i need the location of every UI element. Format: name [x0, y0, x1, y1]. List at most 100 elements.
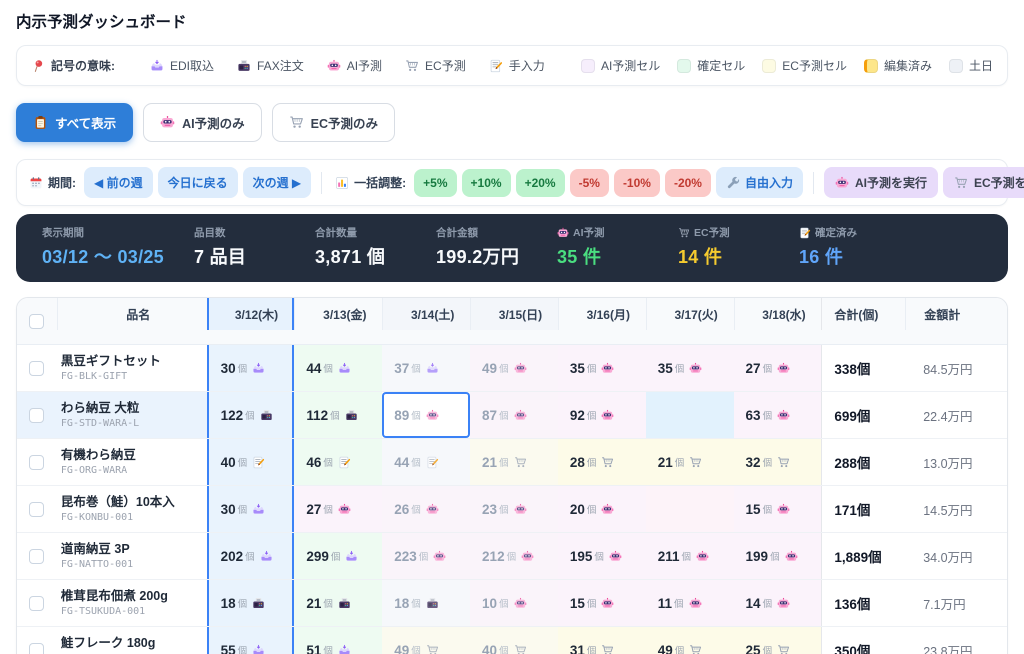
forecast-cell[interactable]: 27 個: [733, 345, 822, 391]
forecast-cell[interactable]: 87 個: [470, 392, 558, 438]
forecast-cell[interactable]: 51 個: [294, 627, 383, 654]
forecast-cell[interactable]: 15 個: [557, 580, 646, 626]
free-input-label: 自由入力: [744, 176, 793, 190]
toolbar: 期間: ◀ 前の週 今日に戻る 次の週 ▶ 一括調整: +5% +10% +20% -…: [16, 159, 1024, 206]
row-amount: 7.1万円: [923, 597, 966, 612]
forecast-cell[interactable]: 55 個: [206, 627, 295, 654]
forecast-cell[interactable]: 212 個: [470, 533, 558, 579]
run-ai-forecast-button[interactable]: AI予測を実行: [823, 167, 938, 198]
filter-ai-only-button[interactable]: AI予測のみ: [143, 103, 262, 142]
cell-value: 37: [394, 360, 410, 376]
forecast-cell[interactable]: 32 個: [733, 439, 822, 485]
adjust--5%-button[interactable]: -5%: [569, 168, 609, 197]
adjust-buttons: +5% +10% +20% -5% -10% -20%: [414, 168, 711, 197]
ai-icon: [327, 59, 341, 73]
forecast-cell[interactable]: 31 個: [557, 627, 646, 654]
forecast-cell[interactable]: 23 個: [470, 486, 558, 532]
forecast-cell[interactable]: 20 個: [557, 486, 646, 532]
cell-value: 30: [220, 501, 236, 517]
cell-value: 18: [394, 595, 410, 611]
cell-unit: 個: [237, 364, 248, 375]
forecast-cell[interactable]: 11 個: [645, 580, 734, 626]
forecast-cell[interactable]: 46 個: [294, 439, 383, 485]
forecast-cell[interactable]: 14 個: [733, 580, 822, 626]
select-all-checkbox[interactable]: [29, 313, 45, 329]
forecast-cell[interactable]: 25 個: [733, 627, 822, 654]
forecast-cell[interactable]: 21 個: [645, 439, 734, 485]
forecast-cell[interactable]: 49 個: [382, 627, 471, 654]
legend-sources: 記号の意味: EDI取込 FAX注文 AI予測 EC予測 手入力: [31, 57, 545, 74]
row-checkbox[interactable]: [29, 548, 45, 564]
forecast-cell[interactable]: 63 個: [733, 392, 822, 438]
forecast-cell[interactable]: 299 個: [294, 533, 383, 579]
free-input-button[interactable]: 自由入力: [715, 167, 803, 198]
forecast-cell[interactable]: 27 個: [294, 486, 383, 532]
row-total: 136個: [821, 580, 905, 626]
forecast-cell[interactable]: 37 個: [382, 345, 471, 391]
forecast-cell[interactable]: 40 個: [470, 627, 558, 654]
forecast-cell[interactable]: 40 個: [206, 439, 295, 485]
cell-unit: 個: [674, 458, 685, 469]
adjust--20%-button[interactable]: -20%: [664, 168, 711, 197]
product-name-cell: 有機わら納豆 FG-ORG-WARA: [57, 439, 207, 485]
forecast-cell[interactable]: 35 個: [645, 345, 734, 391]
forecast-cell[interactable]: 223 個: [382, 533, 471, 579]
forecast-cell[interactable]: 199 個: [733, 533, 822, 579]
forecast-cell[interactable]: 35 個: [557, 345, 646, 391]
forecast-cell[interactable]: 44 個: [382, 439, 471, 485]
row-checkbox[interactable]: [29, 595, 45, 611]
stat-ec-count: EC予測 14 件: [662, 225, 783, 269]
ec-cart-icon: [954, 176, 968, 190]
adjust-+10%-button[interactable]: +10%: [461, 168, 511, 197]
forecast-cell[interactable]: 211 個: [645, 533, 734, 579]
cell-value: 87: [482, 407, 498, 423]
ai-icon: [601, 409, 614, 422]
forecast-cell[interactable]: 89 個: [382, 392, 471, 438]
forecast-cell[interactable]: 15 個: [733, 486, 822, 532]
stat-label: 品目数: [194, 225, 299, 240]
adjust-+5%-button[interactable]: +5%: [414, 168, 457, 197]
cell-value: 15: [745, 501, 761, 517]
forecast-cell[interactable]: 28 個: [557, 439, 646, 485]
ai-icon: [777, 362, 790, 375]
ai-icon: [601, 597, 614, 610]
forecast-cell[interactable]: 10 個: [470, 580, 558, 626]
forecast-cell[interactable]: 49 個: [645, 627, 734, 654]
run-ec-forecast-button[interactable]: EC予測を実行: [943, 167, 1024, 198]
forecast-cell[interactable]: 202 個: [206, 533, 295, 579]
forecast-cell[interactable]: 112 個: [294, 392, 383, 438]
next-week-button[interactable]: 次の週 ▶: [242, 167, 312, 198]
forecast-cell[interactable]: 122 個: [206, 392, 295, 438]
forecast-cell[interactable]: 195 個: [557, 533, 646, 579]
forecast-cell[interactable]: 26 個: [382, 486, 471, 532]
forecast-cell[interactable]: 21 個: [294, 580, 383, 626]
row-checkbox[interactable]: [29, 501, 45, 517]
row-checkbox[interactable]: [29, 642, 45, 654]
today-button[interactable]: 今日に戻る: [157, 167, 238, 198]
bulk-adjust-label-text: 一括調整:: [354, 176, 407, 190]
cell-unit: 個: [411, 505, 421, 516]
adjust--10%-button[interactable]: -10%: [613, 168, 660, 197]
forecast-cell[interactable]: 30 個: [206, 345, 295, 391]
row-checkbox[interactable]: [29, 454, 45, 470]
stat-label-text: EC予測: [694, 227, 730, 239]
forecast-cell[interactable]: 18 個: [206, 580, 295, 626]
legend-cell-label: 編集済み: [883, 59, 932, 73]
forecast-cell[interactable]: 21 個: [470, 439, 558, 485]
cell-value: 27: [745, 360, 761, 376]
prev-week-button[interactable]: ◀ 前の週: [84, 167, 153, 198]
filter-all-button[interactable]: すべて表示: [16, 103, 134, 142]
forecast-cell[interactable]: 18 個: [382, 580, 471, 626]
filter-ec-only-button[interactable]: EC予測のみ: [271, 103, 396, 142]
forecast-cell[interactable]: 44 個: [294, 345, 383, 391]
adjust-+20%-button[interactable]: +20%: [515, 168, 565, 197]
row-checkbox[interactable]: [29, 360, 45, 376]
forecast-cell[interactable]: 92 個: [557, 392, 646, 438]
row-checkbox[interactable]: [29, 407, 45, 423]
stat-label-text: 合計金額: [436, 227, 478, 239]
forecast-cell[interactable]: [645, 392, 734, 438]
forecast-cell[interactable]: 49 個: [470, 345, 558, 391]
legend-cell-types: AI予測セル 確定セル EC予測セル 編集済み 土日: [580, 57, 993, 74]
forecast-cell[interactable]: [645, 486, 734, 532]
forecast-cell[interactable]: 30 個: [206, 486, 295, 532]
